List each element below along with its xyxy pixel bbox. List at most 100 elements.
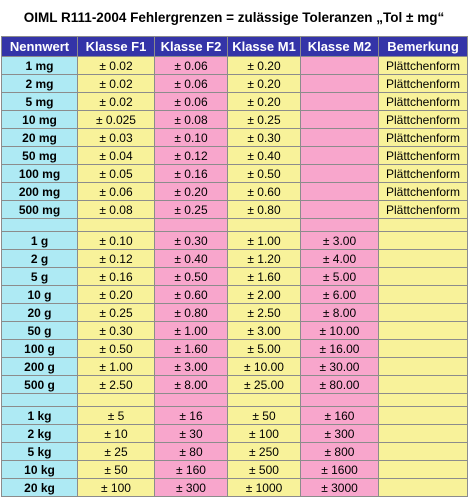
- table-row: 50 g ± 0.30 ± 1.00 ± 3.00 ± 10.00: [1, 321, 468, 340]
- spacer-cell: [378, 218, 468, 232]
- f2-cell: ± 300: [154, 478, 228, 497]
- spacer-cell: [300, 393, 379, 407]
- m2-cell: ± 3.00: [300, 231, 379, 250]
- f1-cell: ± 50: [77, 460, 155, 479]
- f2-cell: ± 1.60: [154, 339, 228, 358]
- f1-cell: ± 0.025: [77, 110, 155, 129]
- f2-cell: ± 0.25: [154, 200, 228, 219]
- table-row: 5 g ± 0.16 ± 0.50 ± 1.60 ± 5.00: [1, 267, 468, 286]
- m2-cell: [300, 56, 379, 75]
- nennwert-cell: 50 g: [1, 321, 78, 340]
- m1-cell: ± 0.50: [227, 164, 301, 183]
- f2-cell: ± 0.60: [154, 285, 228, 304]
- f1-cell: ± 100: [77, 478, 155, 497]
- header-klasse-m2: Klasse M2: [300, 36, 379, 57]
- m2-cell: ± 1600: [300, 460, 379, 479]
- f1-cell: ± 0.02: [77, 74, 155, 93]
- table-row: 1 kg ± 5 ± 16 ± 50 ± 160: [1, 406, 468, 425]
- table-row: 200 mg ± 0.06 ± 0.20 ± 0.60 Plättchenform: [1, 182, 468, 201]
- nennwert-cell: 5 g: [1, 267, 78, 286]
- bemerkung-cell: [378, 406, 468, 425]
- nennwert-cell: 1 kg: [1, 406, 78, 425]
- table-body: 1 mg ± 0.02 ± 0.06 ± 0.20 Plättchenform 2 mg ±…: [1, 56, 468, 497]
- bemerkung-cell: [378, 231, 468, 250]
- nennwert-cell: 5 mg: [1, 92, 78, 111]
- f2-cell: ± 0.06: [154, 56, 228, 75]
- f2-cell: ± 0.30: [154, 231, 228, 250]
- m2-cell: [300, 164, 379, 183]
- m1-cell: ± 25.00: [227, 375, 301, 394]
- bemerkung-cell: [378, 303, 468, 322]
- bemerkung-cell: Plättchenform: [378, 182, 468, 201]
- table-row: 20 mg ± 0.03 ± 0.10 ± 0.30 Plättchenform: [1, 128, 468, 147]
- bemerkung-cell: Plättchenform: [378, 164, 468, 183]
- table-header-row: Nennwert Klasse F1 Klasse F2 Klasse M1 K…: [1, 36, 468, 57]
- spacer-cell: [378, 393, 468, 407]
- bemerkung-cell: [378, 460, 468, 479]
- header-klasse-f2: Klasse F2: [154, 36, 228, 57]
- spacer-cell: [77, 393, 155, 407]
- f1-cell: ± 0.04: [77, 146, 155, 165]
- m1-cell: ± 0.20: [227, 92, 301, 111]
- nennwert-cell: 10 g: [1, 285, 78, 304]
- m2-cell: ± 6.00: [300, 285, 379, 304]
- table-row: 10 kg ± 50 ± 160 ± 500 ± 1600: [1, 460, 468, 479]
- table-row: 20 kg ± 100 ± 300 ± 1000 ± 3000: [1, 478, 468, 497]
- f1-cell: ± 1.00: [77, 357, 155, 376]
- f1-cell: ± 0.03: [77, 128, 155, 147]
- m1-cell: ± 0.20: [227, 74, 301, 93]
- nennwert-cell: 20 kg: [1, 478, 78, 497]
- f2-cell: ± 0.06: [154, 74, 228, 93]
- table-row: 100 g ± 0.50 ± 1.60 ± 5.00 ± 16.00: [1, 339, 468, 358]
- f1-cell: ± 0.25: [77, 303, 155, 322]
- nennwert-cell: 20 g: [1, 303, 78, 322]
- m1-cell: ± 0.60: [227, 182, 301, 201]
- spacer-cell: [154, 218, 228, 232]
- f2-cell: ± 8.00: [154, 375, 228, 394]
- m1-cell: ± 50: [227, 406, 301, 425]
- spacer-cell: [227, 393, 301, 407]
- m2-cell: [300, 110, 379, 129]
- f2-cell: ± 0.10: [154, 128, 228, 147]
- bemerkung-cell: Plättchenform: [378, 128, 468, 147]
- bemerkung-cell: [378, 267, 468, 286]
- table-row: 1 mg ± 0.02 ± 0.06 ± 0.20 Plättchenform: [1, 56, 468, 75]
- f1-cell: ± 0.12: [77, 249, 155, 268]
- nennwert-cell: 200 mg: [1, 182, 78, 201]
- table-row: 1 g ± 0.10 ± 0.30 ± 1.00 ± 3.00: [1, 231, 468, 250]
- m2-cell: [300, 146, 379, 165]
- spacer-cell: [77, 218, 155, 232]
- m2-cell: ± 800: [300, 442, 379, 461]
- table-row: 10 mg ± 0.025 ± 0.08 ± 0.25 Plättchenform: [1, 110, 468, 129]
- m1-cell: ± 0.20: [227, 56, 301, 75]
- bemerkung-cell: Plättchenform: [378, 92, 468, 111]
- bemerkung-cell: [378, 375, 468, 394]
- f2-cell: ± 0.12: [154, 146, 228, 165]
- m2-cell: ± 16.00: [300, 339, 379, 358]
- nennwert-cell: 200 g: [1, 357, 78, 376]
- bemerkung-cell: [378, 285, 468, 304]
- page-title: OIML R111-2004 Fehlergrenzen = zulässige…: [23, 10, 445, 25]
- spacer-cell: [1, 393, 78, 407]
- bemerkung-cell: [378, 424, 468, 443]
- f2-cell: ± 3.00: [154, 357, 228, 376]
- m2-cell: [300, 92, 379, 111]
- nennwert-cell: 500 mg: [1, 200, 78, 219]
- f2-cell: ± 1.00: [154, 321, 228, 340]
- table-row: 500 g ± 2.50 ± 8.00 ± 25.00 ± 80.00: [1, 375, 468, 394]
- spacer-cell: [154, 393, 228, 407]
- bemerkung-cell: Plättchenform: [378, 74, 468, 93]
- table-row: 5 mg ± 0.02 ± 0.06 ± 0.20 Plättchenform: [1, 92, 468, 111]
- nennwert-cell: 2 kg: [1, 424, 78, 443]
- nennwert-cell: 100 g: [1, 339, 78, 358]
- spacer-cell: [300, 218, 379, 232]
- nennwert-cell: 20 mg: [1, 128, 78, 147]
- spacer-cell: [227, 218, 301, 232]
- m1-cell: ± 0.80: [227, 200, 301, 219]
- m2-cell: [300, 200, 379, 219]
- m1-cell: ± 2.50: [227, 303, 301, 322]
- tolerance-table: Nennwert Klasse F1 Klasse F2 Klasse M1 K…: [1, 36, 468, 497]
- m2-cell: ± 80.00: [300, 375, 379, 394]
- m1-cell: ± 250: [227, 442, 301, 461]
- m2-cell: ± 30.00: [300, 357, 379, 376]
